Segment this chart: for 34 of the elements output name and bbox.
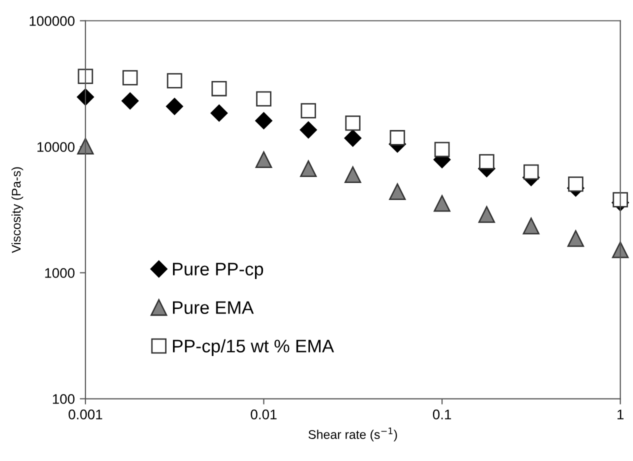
legend-label: Pure PP-cp <box>172 262 264 280</box>
x-tick-label: 0.01 <box>250 410 277 420</box>
y-tick-label: 10000 <box>37 142 74 152</box>
point <box>77 138 94 155</box>
x-tick-label: 1 <box>618 410 624 420</box>
point <box>479 154 494 170</box>
point <box>567 230 584 247</box>
y-tick-label: 1000 <box>45 268 74 278</box>
point <box>255 112 272 130</box>
point <box>344 130 362 147</box>
point <box>434 142 450 158</box>
point <box>344 166 362 184</box>
point <box>210 104 228 122</box>
y-tick-label: 100000 <box>30 16 74 26</box>
point <box>166 98 184 115</box>
x-tick-label: 0.001 <box>68 410 102 420</box>
point <box>300 160 317 177</box>
y-axis-title: Viscosity (Pa-s) <box>11 167 24 253</box>
legend-label: Pure EMA <box>172 301 254 314</box>
x-tick-label: 0.1 <box>432 410 452 420</box>
point <box>568 176 584 192</box>
point <box>522 218 540 234</box>
point <box>612 192 628 208</box>
point <box>523 164 539 180</box>
point <box>390 130 406 146</box>
point <box>478 206 496 223</box>
point <box>122 92 139 110</box>
point <box>255 151 272 168</box>
point <box>300 121 317 138</box>
x-axis-title: Shear rate (s$^{−1}$) <box>308 428 397 442</box>
point <box>434 195 450 212</box>
legend-label: PP-cp/15 wt % EMA <box>172 339 334 356</box>
y-tick-label: 100 <box>52 394 74 404</box>
point <box>389 183 406 200</box>
